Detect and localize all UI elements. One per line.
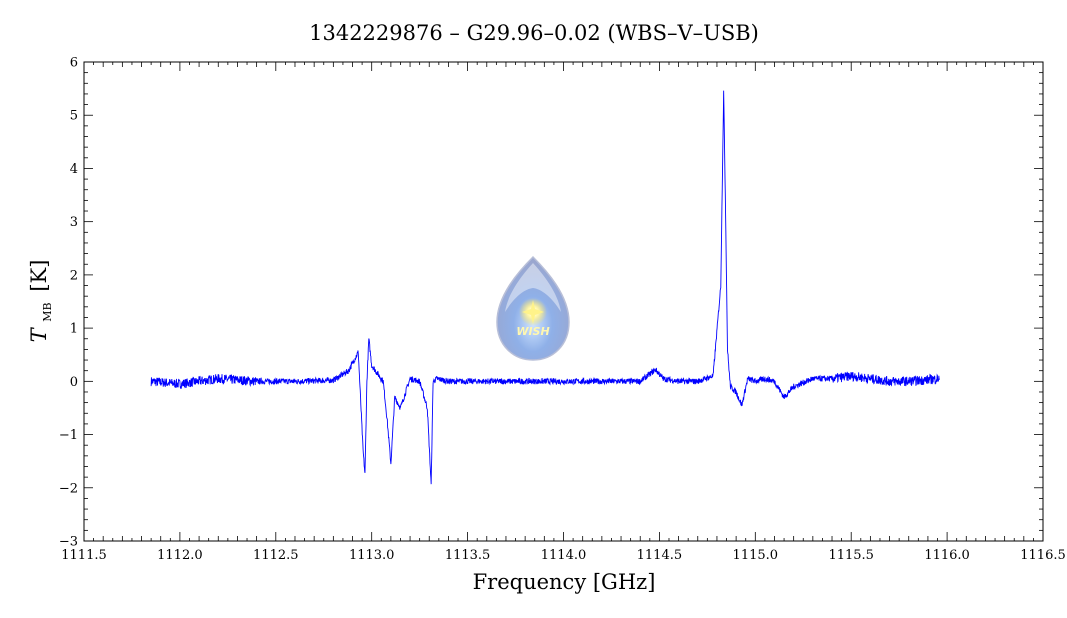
x-tick-label: 1113.0	[349, 548, 395, 563]
y-tick-label: 4	[70, 162, 78, 177]
x-tick-label: 1116.5	[1020, 548, 1066, 563]
axes: 1111.5 1112.0 1112.5 1113.0 1113.5 1114.0 1114…	[59, 56, 1066, 564]
plot-series	[150, 90, 940, 485]
y-axis-label-subscript: MB	[41, 302, 54, 321]
y-axis-label-unit: [K]	[27, 260, 51, 292]
y-tick-label: 3	[70, 215, 78, 230]
chart-title: 1342229876 – G29.96–0.02 (WBS–V–USB)	[309, 21, 759, 45]
series-line-0	[150, 90, 940, 485]
x-tick-label: 1115.5	[828, 548, 874, 563]
y-tick-label: −1	[59, 428, 78, 443]
y-tick-label: 5	[70, 109, 78, 124]
x-tick-label: 1114.5	[637, 548, 683, 563]
y-axis-label: T MB [K]	[27, 260, 56, 343]
y-tick-label: −2	[59, 481, 78, 496]
x-tick-label: 1111.5	[61, 548, 107, 563]
x-tick-label: 1116.0	[924, 548, 970, 563]
y-tick-label: 2	[70, 268, 78, 283]
wish-logo: WISH	[496, 255, 570, 361]
y-axis-label-symbol: T	[27, 326, 51, 342]
x-tick-label: 1112.0	[157, 548, 203, 563]
x-tick-label: 1115.0	[733, 548, 779, 563]
y-tick-label: 1	[70, 322, 78, 337]
wish-logo-text: WISH	[516, 325, 549, 338]
y-tick-label: 0	[70, 375, 78, 390]
x-tick-label: 1113.5	[445, 548, 491, 563]
x-axis-label: Frequency [GHz]	[473, 570, 656, 594]
y-tick-label: −3	[59, 535, 78, 550]
x-tick-label: 1114.0	[541, 548, 587, 563]
y-tick-label: 6	[70, 56, 78, 71]
x-tick-label: 1112.5	[253, 548, 299, 563]
